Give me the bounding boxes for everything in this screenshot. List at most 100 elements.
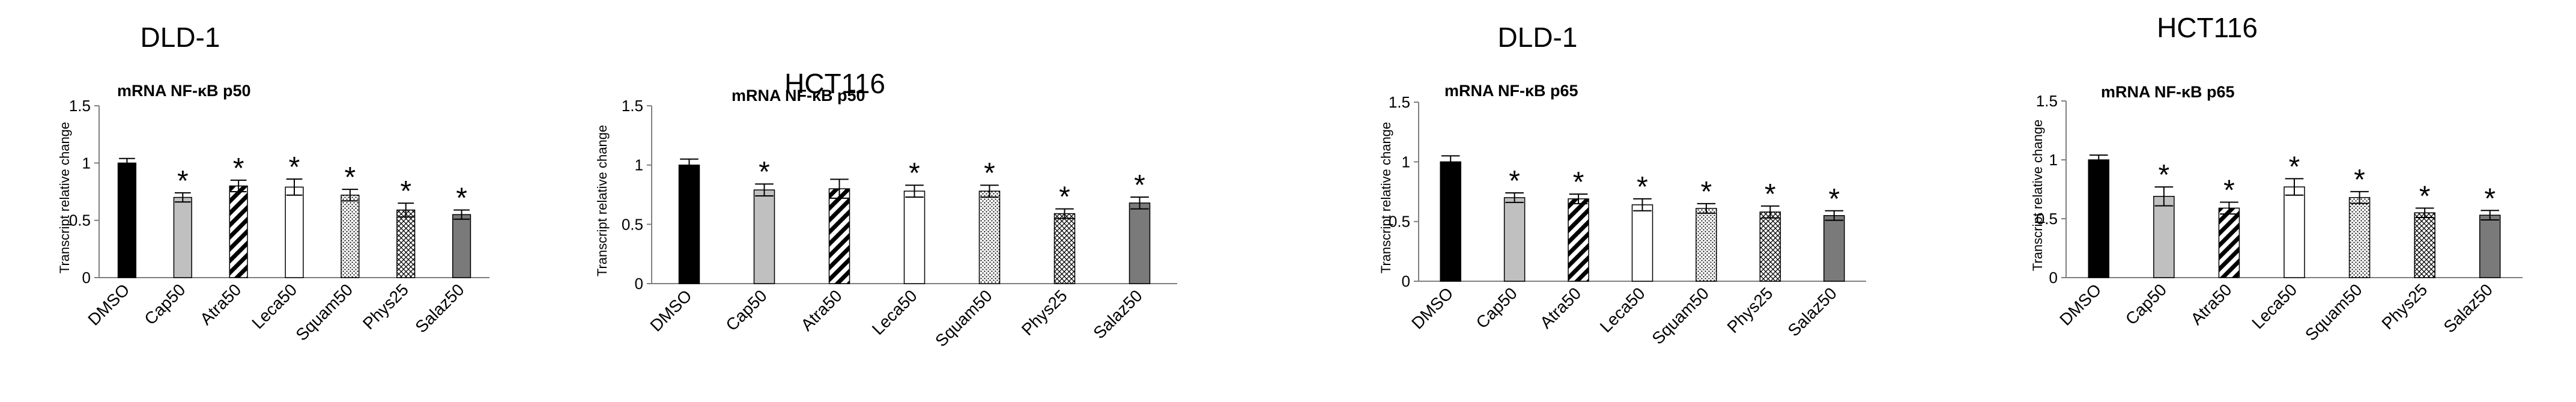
significance-marker: * [289, 151, 300, 183]
bar-salaz50 [1823, 215, 1845, 282]
bar-atra50 [229, 185, 248, 278]
bar-squam50 [1696, 208, 1717, 282]
y-axis-label: Transcript relative change [1378, 122, 1393, 273]
bar-atra50 [1568, 198, 1589, 282]
y-tick-label: 0.5 [2036, 210, 2058, 228]
bar-dmso [2088, 159, 2110, 278]
significance-marker: * [400, 175, 411, 207]
x-tick-label: Cap50 [1473, 284, 1521, 332]
x-tick-label: Leca50 [2248, 280, 2300, 332]
bar-leca50 [903, 190, 926, 284]
significance-marker: * [1509, 165, 1520, 197]
bar-squam50 [341, 194, 360, 278]
significance-marker: * [2484, 183, 2496, 215]
chart-title: mRNA NF-κB p50 [732, 87, 865, 105]
y-tick-label: 1.5 [1389, 93, 1410, 111]
x-tick-label: Cap50 [141, 280, 189, 328]
bar-phys25 [2414, 212, 2435, 278]
bar-cap50 [1503, 197, 1526, 282]
y-tick-label: 1.5 [622, 97, 643, 115]
significance-marker: * [1573, 166, 1584, 198]
bar-leca50 [2284, 186, 2305, 278]
bar-leca50 [1631, 204, 1653, 282]
y-tick-label: 0 [82, 269, 91, 287]
x-tick-label: DMSO [1408, 284, 1456, 332]
significance-marker: * [2223, 175, 2235, 207]
panel-title: HCT116 [784, 68, 885, 99]
x-tick-label: Cap50 [722, 286, 770, 334]
x-tick-label: Atra50 [196, 280, 244, 328]
x-tick-label: Salaz50 [1089, 286, 1145, 342]
y-tick-label: 1 [1402, 153, 1410, 171]
significance-marker: * [1701, 176, 1712, 208]
significance-marker: * [2354, 164, 2365, 196]
y-axis-label: Transcript relative change [57, 122, 72, 273]
x-tick-label: Leca50 [868, 286, 921, 338]
x-tick-label: Phys25 [1724, 284, 1777, 337]
bar-phys25 [1053, 213, 1076, 284]
panel-title: DLD-1 [1498, 22, 1578, 53]
bar-atra50 [2218, 207, 2240, 278]
chart-title: mRNA NF-κB p65 [2101, 83, 2235, 101]
significance-marker: * [1059, 181, 1070, 213]
x-tick-label: Leca50 [1596, 284, 1649, 336]
significance-marker: * [2419, 180, 2431, 212]
chart-title: mRNA NF-κB p50 [117, 82, 251, 100]
bar-salaz50 [2479, 215, 2501, 278]
bar-cap50 [173, 196, 192, 278]
bar-phys25 [1759, 212, 1781, 282]
x-tick-label: DMSO [646, 286, 695, 335]
chart-panel-4: HCT116 mRNA NF-κB p65 Transcript relative … [2030, 12, 2523, 344]
bar-salaz50 [1129, 203, 1151, 284]
significance-marker: * [177, 165, 189, 197]
significance-marker: * [233, 153, 244, 184]
bar-dmso [117, 162, 137, 278]
panel-title: DLD-1 [141, 22, 220, 53]
bar-cap50 [2153, 196, 2175, 278]
y-axis-label: Transcript relative change [595, 125, 610, 276]
significance-marker: * [759, 156, 770, 188]
significance-marker: * [2289, 151, 2300, 183]
y-tick-label: 0 [1402, 272, 1410, 290]
significance-marker: * [1828, 183, 1840, 215]
x-tick-label: Cap50 [2122, 280, 2170, 328]
significance-marker: * [1637, 171, 1648, 203]
y-tick-label: 1.5 [69, 97, 91, 115]
chart-title: mRNA NF-κB p65 [1444, 82, 1578, 100]
bar-leca50 [285, 186, 304, 278]
bar-dmso [1440, 161, 1461, 282]
significance-marker: * [909, 157, 920, 189]
y-tick-label: 1 [82, 154, 91, 172]
x-tick-label: Squam50 [292, 280, 356, 344]
x-tick-label: Salaz50 [411, 280, 467, 336]
x-tick-label: Salaz50 [1784, 284, 1840, 340]
x-tick-label: Phys25 [359, 280, 412, 333]
chart-panel-1: DLD-1 mRNA NF-κB p50 Transcript relative c… [57, 22, 489, 344]
significance-marker: * [984, 157, 995, 189]
y-tick-label: 1 [2049, 151, 2058, 169]
x-tick-label: Atra50 [2187, 280, 2235, 328]
bar-atra50 [828, 188, 850, 284]
significance-marker: * [456, 183, 467, 215]
x-tick-label: DMSO [84, 280, 133, 329]
y-tick-label: 1 [635, 156, 643, 174]
x-tick-label: Squam50 [1648, 284, 1712, 348]
x-tick-label: DMSO [2056, 280, 2105, 329]
x-tick-label: Phys25 [1018, 286, 1071, 339]
bar-salaz50 [452, 214, 471, 278]
y-tick-label: 0 [2049, 269, 2058, 287]
y-tick-label: 1.5 [2036, 92, 2058, 110]
x-tick-label: Salaz50 [2440, 280, 2496, 336]
y-tick-label: 0.5 [1389, 213, 1410, 231]
y-tick-label: 0.5 [622, 215, 643, 233]
x-tick-label: Squam50 [2302, 280, 2366, 344]
x-tick-label: Leca50 [248, 280, 300, 332]
y-tick-label: 0 [635, 275, 643, 293]
y-tick-label: 0.5 [69, 212, 91, 230]
bar-dmso [678, 164, 700, 284]
x-tick-label: Squam50 [932, 286, 996, 350]
panel-title: HCT116 [2157, 12, 2258, 43]
x-tick-label: Atra50 [797, 286, 845, 334]
significance-marker: * [2159, 159, 2170, 191]
